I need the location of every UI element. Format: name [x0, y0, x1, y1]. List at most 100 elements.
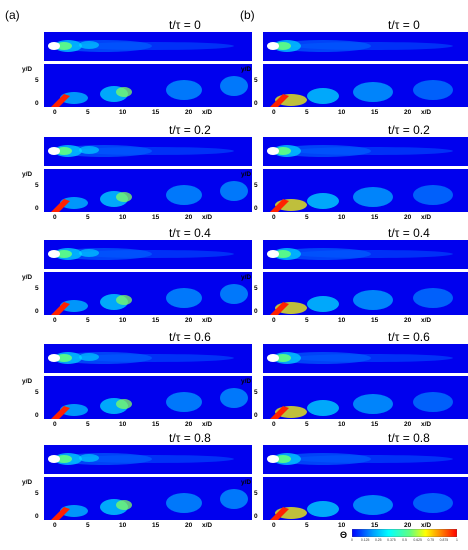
- colorbar-tick: 0: [351, 538, 353, 542]
- y-axis-label: y/D: [241, 378, 252, 385]
- x-tick: 0: [272, 522, 276, 529]
- x-tick: 20: [185, 522, 193, 529]
- cooling-hole: [48, 455, 60, 463]
- y-tick: 5: [35, 490, 39, 497]
- side-view-field: [263, 272, 468, 316]
- top-view-field: [263, 344, 468, 373]
- x-tick: 15: [371, 421, 379, 428]
- x-axis-label: x/D: [202, 522, 213, 529]
- x-axis-label: x/D: [202, 109, 213, 116]
- x-tick: 10: [338, 522, 346, 529]
- x-tick: 10: [338, 214, 346, 221]
- y-axis-label: y/D: [241, 274, 252, 281]
- x-tick: 10: [119, 317, 127, 324]
- x-tick: 10: [338, 109, 346, 116]
- x-tick: 0: [53, 214, 57, 221]
- top-view-field: [263, 240, 468, 269]
- y-tick: 5: [254, 77, 258, 84]
- x-tick: 5: [305, 317, 309, 324]
- y-tick: 5: [254, 490, 258, 497]
- y-axis-label: y/D: [241, 66, 252, 73]
- y-axis-label: y/D: [22, 66, 33, 73]
- x-axis-label: x/D: [421, 317, 432, 324]
- cooling-hole: [267, 354, 279, 362]
- time-label: t/τ = 0.2: [388, 123, 430, 137]
- top-view-field: [44, 32, 252, 61]
- x-tick: 0: [53, 317, 57, 324]
- top-view-field: [44, 240, 252, 269]
- x-tick: 10: [119, 421, 127, 428]
- y-axis-label: y/D: [241, 479, 252, 486]
- x-tick: 5: [305, 421, 309, 428]
- x-tick: 5: [305, 214, 309, 221]
- y-tick: 5: [35, 77, 39, 84]
- x-tick: 15: [371, 214, 379, 221]
- y-tick: 0: [35, 513, 39, 520]
- colorbar-tick: 0.5: [402, 538, 407, 542]
- column-label-b: (b): [240, 8, 255, 22]
- y-tick: 5: [35, 389, 39, 396]
- side-view-field: [263, 64, 468, 108]
- top-view-field: [44, 137, 252, 166]
- time-label: t/τ = 0.4: [388, 226, 430, 240]
- x-tick: 15: [152, 421, 160, 428]
- cooling-hole: [48, 354, 60, 362]
- x-axis-label: x/D: [202, 421, 213, 428]
- time-label: t/τ = 0.2: [169, 123, 211, 137]
- cooling-hole: [267, 455, 279, 463]
- x-tick: 15: [152, 522, 160, 529]
- x-tick: 0: [272, 317, 276, 324]
- colorbar-tick: 1: [456, 538, 458, 542]
- y-tick: 5: [254, 182, 258, 189]
- x-axis-label: x/D: [421, 522, 432, 529]
- side-view-field: [44, 272, 252, 316]
- y-axis-label: y/D: [22, 171, 33, 178]
- time-label: t/τ = 0: [169, 18, 201, 32]
- x-tick: 20: [185, 109, 193, 116]
- time-label: t/τ = 0.4: [169, 226, 211, 240]
- side-view-field: [44, 477, 252, 521]
- x-tick: 15: [371, 317, 379, 324]
- x-tick: 20: [185, 214, 193, 221]
- x-tick: 5: [86, 522, 90, 529]
- top-view-field: [263, 445, 468, 474]
- y-axis-label: y/D: [241, 171, 252, 178]
- y-tick: 0: [254, 308, 258, 315]
- y-tick: 5: [35, 182, 39, 189]
- y-tick: 0: [35, 412, 39, 419]
- x-tick: 5: [305, 109, 309, 116]
- y-tick: 5: [35, 285, 39, 292]
- colorbar-tick: 0.875: [439, 538, 449, 542]
- colorbar-tick: 0.75: [427, 538, 435, 542]
- cooling-hole: [267, 42, 279, 50]
- colorbar-tick: 0.125: [360, 538, 370, 542]
- x-tick: 10: [119, 522, 127, 529]
- cooling-hole: [48, 147, 60, 155]
- y-tick: 0: [35, 308, 39, 315]
- x-tick: 15: [152, 317, 160, 324]
- y-tick: 0: [254, 513, 258, 520]
- cooling-hole: [267, 147, 279, 155]
- x-axis-label: x/D: [202, 214, 213, 221]
- x-axis-label: x/D: [202, 317, 213, 324]
- cooling-hole: [48, 42, 60, 50]
- y-tick: 0: [35, 205, 39, 212]
- y-axis-label: y/D: [22, 479, 33, 486]
- cooling-hole: [48, 250, 60, 258]
- colorbar-tick: 0.625: [413, 538, 422, 542]
- y-axis-label: y/D: [22, 274, 33, 281]
- x-tick: 0: [53, 522, 57, 529]
- colorbar-title: Θ: [340, 530, 348, 540]
- x-tick: 0: [272, 214, 276, 221]
- time-label: t/τ = 0.8: [388, 431, 430, 445]
- time-label: t/τ = 0.6: [169, 330, 211, 344]
- column-label-a: (a): [5, 8, 20, 22]
- colorbar-ticks: 0 0.125 0.25 0.375 0.5 0.625 0.75 0.875 1: [351, 538, 458, 544]
- x-tick: 5: [305, 522, 309, 529]
- y-tick: 5: [254, 285, 258, 292]
- y-tick: 0: [254, 205, 258, 212]
- x-tick: 5: [86, 421, 90, 428]
- x-tick: 20: [404, 421, 412, 428]
- colorbar-tick: 0.25: [374, 538, 382, 542]
- side-view-field: [263, 169, 468, 213]
